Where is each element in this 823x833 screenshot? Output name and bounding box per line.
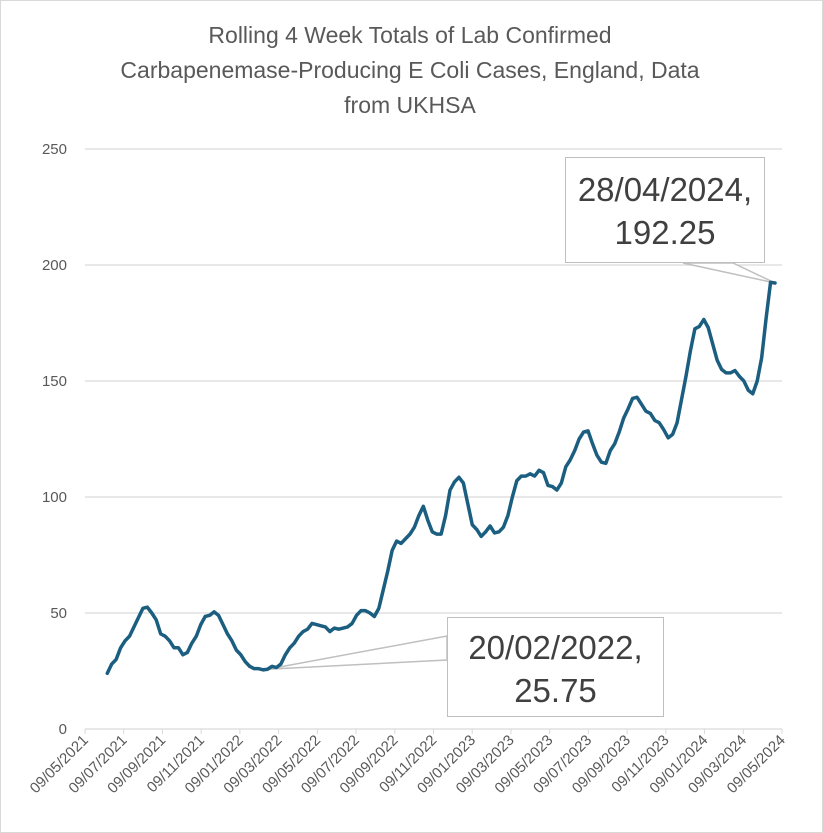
chart-title-line-1: Rolling 4 Week Totals of Lab Confirmed bbox=[208, 22, 612, 48]
y-tick-label: 50 bbox=[50, 605, 67, 622]
callout-peak-leader bbox=[682, 262, 776, 284]
y-tick-label: 200 bbox=[42, 257, 67, 274]
y-tick-label: 0 bbox=[59, 721, 67, 738]
callout-peak-value: 192.25 bbox=[614, 214, 716, 251]
x-axis: 09/05/202109/07/202109/09/202109/11/2021… bbox=[27, 729, 789, 797]
y-tick-label: 250 bbox=[42, 141, 67, 158]
series-line bbox=[105, 280, 777, 676]
y-axis: 0 50 100 150 200 250 bbox=[42, 141, 67, 738]
callout-low-value: 25.75 bbox=[514, 672, 597, 709]
data-callout-peak: 28/04/2024, 192.25 bbox=[565, 157, 765, 263]
series-layer bbox=[105, 280, 777, 676]
chart-title: Rolling 4 Week Totals of Lab Confirmed C… bbox=[60, 18, 760, 123]
y-tick-label: 100 bbox=[42, 489, 67, 506]
data-callout-low: 20/02/2022, 25.75 bbox=[447, 617, 664, 717]
chart-title-line-3: from UKHSA bbox=[344, 92, 476, 118]
chart-title-line-2: Carbapenemase-Producing E Coli Cases, En… bbox=[120, 57, 700, 83]
callout-peak-date: 28/04/2024, bbox=[577, 171, 753, 208]
callout-low-date: 20/02/2022, bbox=[468, 629, 643, 666]
y-tick-label: 150 bbox=[42, 373, 67, 390]
